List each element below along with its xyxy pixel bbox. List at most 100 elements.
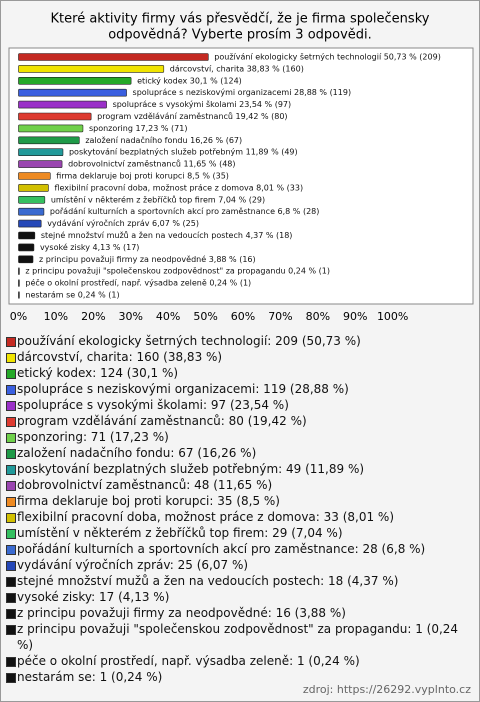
legend-label: pořádání kulturních a sportovních akcí p… [17, 542, 426, 556]
legend-swatch [6, 497, 16, 507]
bar-label: firma deklaruje boj proti korupci 8,5 % … [56, 172, 229, 181]
bar-label: dárcovství, charita 38,83 % (160) [170, 64, 304, 73]
legend-swatch [6, 593, 16, 603]
bar [18, 255, 34, 264]
legend-swatch [6, 481, 16, 491]
bar [18, 184, 49, 192]
bar-label: nestarám se 0,24 % (1) [25, 291, 119, 300]
x-tick-label: 30% [119, 310, 143, 323]
legend-swatch [6, 449, 16, 459]
chart: Které aktivity firmy vás přesvědčí, že j… [8, 12, 474, 323]
bar-label: pořádání kulturních a sportovních akcí p… [50, 207, 319, 216]
x-tick-label: 60% [231, 310, 255, 323]
bar-label: umístění v některém z žebříčků top firem… [51, 194, 265, 204]
chart-title: Které aktivity firmy vás přesvědčí, že j… [51, 12, 430, 27]
legend-swatch [6, 337, 16, 347]
legend-label: umístění v některém z žebříčků top firem… [17, 526, 343, 540]
legend-swatch [6, 433, 16, 443]
bar [18, 172, 51, 180]
x-tick-label: 90% [343, 310, 367, 323]
bar-label: program vzdělávání zaměstnanců 19,42 % (… [97, 111, 287, 121]
legend-label: flexibilní pracovní doba, možnost práce … [17, 510, 395, 524]
x-tick-label: 10% [44, 310, 68, 323]
legend-label: z principu považuji firmy za neodpovědné… [17, 606, 346, 620]
bar-label: poskytování bezplatných služeb potřebným… [69, 148, 298, 157]
legend-swatch [6, 401, 16, 411]
chart-title: odpovědná? Vyberte prosím 3 odpovědi. [108, 28, 372, 43]
legend-item: dobrovolnictví zaměstnanců: 48 (11,65 %) [5, 477, 475, 493]
bar-label: sponzoring 17,23 % (71) [89, 124, 188, 133]
bar [18, 112, 92, 121]
bar-label: dobrovolnictví zaměstnanců 11,65 % (48) [68, 159, 235, 169]
bar [18, 291, 20, 299]
bar [18, 77, 132, 85]
bar [18, 124, 84, 133]
legend-swatch [6, 625, 16, 635]
x-tick-label: 70% [268, 310, 292, 323]
legend-label: z principu považuji "společenskou zodpov… [17, 622, 459, 652]
bar-label: z principu považuji "společenskou zodpov… [25, 266, 330, 276]
legend-swatch [6, 353, 16, 363]
legend-item: sponzoring: 71 (17,23 %) [5, 429, 475, 445]
legend-swatch [6, 417, 16, 427]
bar [18, 207, 45, 216]
legend-item: dárcovství, charita: 160 (38,83 %) [5, 349, 475, 365]
bar [18, 243, 35, 252]
legend-item: založení nadačního fondu: 67 (16,26 %) [5, 445, 475, 461]
bar-label: vydávání výročních zpráv 6,07 % (25) [47, 218, 199, 228]
legend-swatch [6, 465, 16, 475]
legend-swatch [6, 561, 16, 571]
x-tick-label: 20% [81, 310, 105, 323]
bar [18, 279, 20, 287]
x-tick-label: 100% [377, 310, 408, 323]
legend-label: vydávání výročních zpráv: 25 (6,07 %) [17, 558, 249, 572]
bar [18, 160, 63, 168]
bar-label: vysoké zisky 4,13 % (17) [40, 242, 139, 252]
legend-item: firma deklaruje boj proti korupci: 35 (8… [5, 493, 475, 509]
legend-label: vysoké zisky: 17 (4,13 %) [17, 590, 170, 604]
bar-label: z principu považuji firmy za neodpovědné… [39, 254, 256, 264]
legend-swatch [6, 577, 16, 587]
legend-item: poskytování bezplatných služeb potřebným… [5, 461, 475, 477]
bar [18, 136, 80, 145]
bar [18, 267, 20, 276]
bar [18, 196, 46, 204]
legend-label: nestarám se: 1 (0,24 %) [17, 670, 163, 684]
legend-swatch [6, 657, 16, 667]
legend-item: spolupráce s vysokými školami: 97 (23,54… [5, 397, 475, 413]
legend-swatch [6, 385, 16, 395]
bar [18, 88, 127, 97]
x-tick-label: 80% [306, 310, 330, 323]
legend-label: dobrovolnictví zaměstnanců: 48 (11,65 %) [17, 478, 273, 492]
bar-label: používání ekologicky šetrných technologi… [214, 52, 441, 62]
source: zdroj: https://26292.vyplnto.cz [302, 683, 471, 696]
legend-item: péče o okolní prostředí, např. výsadba z… [5, 653, 475, 669]
x-tick-label: 40% [156, 310, 180, 323]
legend-swatch [6, 529, 16, 539]
bar-label: spolupráce s neziskovými organizacemi 28… [133, 88, 352, 97]
legend-label: stejné množství mužů a žen na vedoucích … [17, 574, 399, 588]
bar-label: etický kodex 30,1 % (124) [137, 76, 242, 85]
bar-label: spolupráce s vysokými školami 23,54 % (9… [113, 99, 292, 109]
legend-label: sponzoring: 71 (17,23 %) [17, 430, 169, 444]
legend-label: spolupráce s vysokými školami: 97 (23,54… [17, 398, 289, 412]
legend-item: pořádání kulturních a sportovních akcí p… [5, 541, 475, 557]
bar-label: flexibilní pracovní doba, možnost práce … [54, 183, 303, 192]
legend-label: péče o okolní prostředí, např. výsadba z… [17, 654, 360, 668]
bar [18, 231, 36, 240]
legend-item: program vzdělávání zaměstnanců: 80 (19,4… [5, 413, 475, 429]
legend-swatch [6, 369, 16, 379]
legend-swatch [6, 545, 16, 555]
bar [18, 100, 107, 109]
legend-swatch [6, 513, 16, 523]
legend-label: používání ekologicky šetrných technologi… [17, 334, 361, 348]
legend-item: vydávání výročních zpráv: 25 (6,07 %) [5, 557, 475, 573]
legend-item: umístění v některém z žebříčků top firem… [5, 525, 475, 541]
bar-label: péče o okolní prostředí, např. výsadba z… [25, 278, 251, 288]
x-tick-label: 50% [193, 310, 217, 323]
legend-item: z principu považuji firmy za neodpovědné… [5, 605, 475, 621]
bar-label: stejné množství mužů a žen na vedoucích … [41, 230, 293, 240]
legend-item: stejné množství mužů a žen na vedoucích … [5, 573, 475, 589]
legend-label: poskytování bezplatných služeb potřebným… [17, 462, 365, 476]
